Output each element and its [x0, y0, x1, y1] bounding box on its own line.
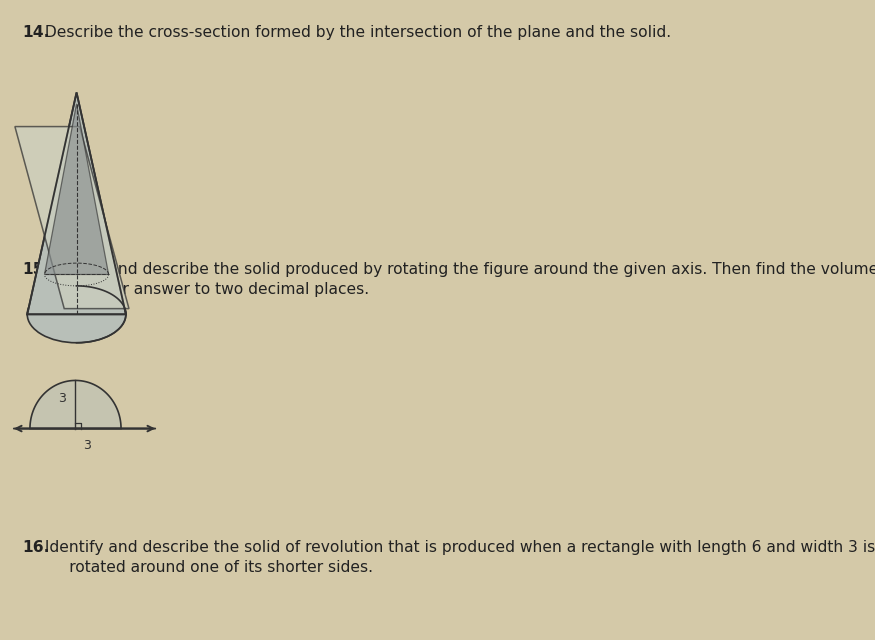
Text: rotated around one of its shorter sides.: rotated around one of its shorter sides.	[40, 560, 373, 575]
Text: Identify and describe the solid produced by rotating the figure around the given: Identify and describe the solid produced…	[40, 262, 875, 277]
Text: 14.: 14.	[22, 25, 50, 40]
Text: 3: 3	[83, 439, 91, 452]
Text: 16.: 16.	[22, 540, 50, 555]
Text: Describe the cross-section formed by the intersection of the plane and the solid: Describe the cross-section formed by the…	[40, 25, 671, 40]
Text: 3: 3	[59, 392, 66, 405]
Ellipse shape	[27, 286, 126, 343]
Polygon shape	[45, 104, 108, 275]
Text: Round your answer to two decimal places.: Round your answer to two decimal places.	[40, 282, 369, 297]
Polygon shape	[30, 380, 121, 429]
Text: Identify and describe the solid of revolution that is produced when a rectangle : Identify and describe the solid of revol…	[40, 540, 875, 555]
Polygon shape	[27, 92, 126, 314]
Text: 15.: 15.	[22, 262, 50, 277]
Polygon shape	[15, 127, 129, 308]
